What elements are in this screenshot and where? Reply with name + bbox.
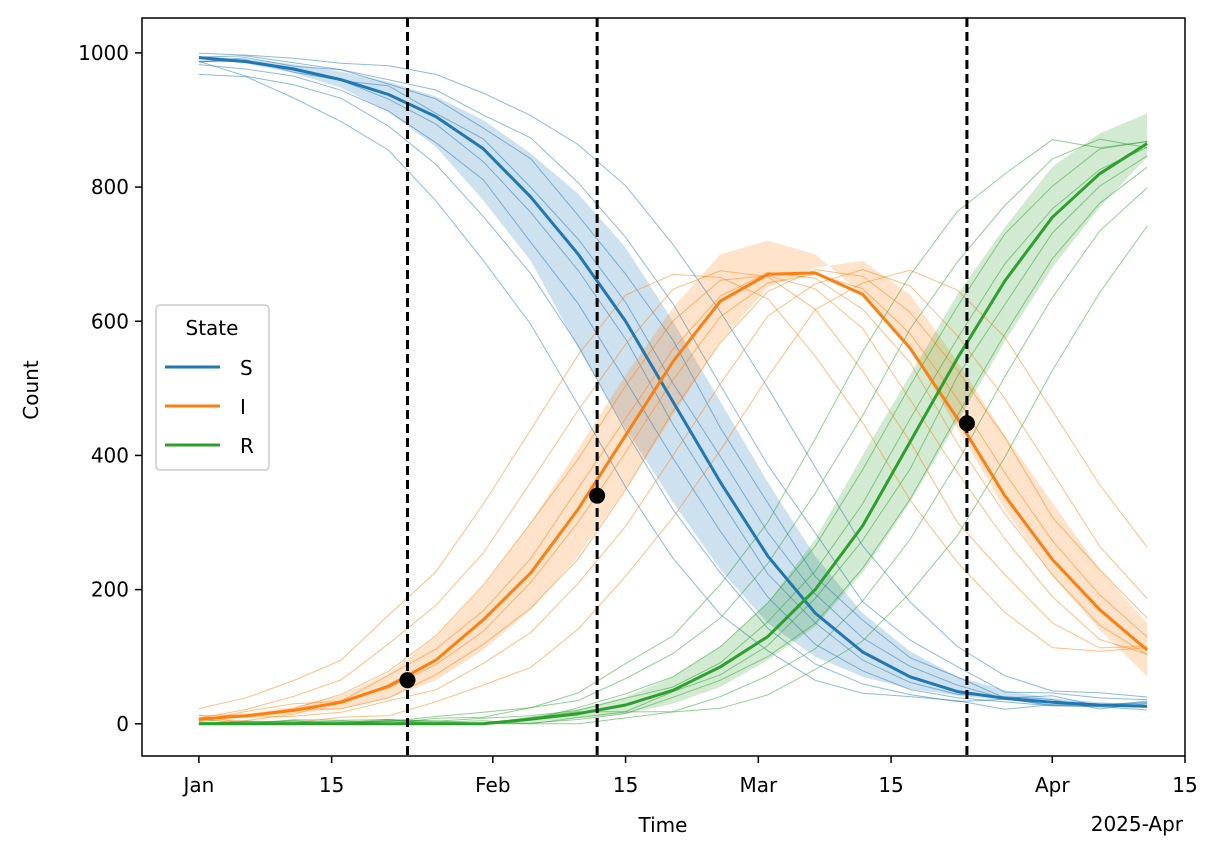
legend-box xyxy=(155,304,270,471)
trajectory-s-6 xyxy=(198,57,1148,707)
trajectory-i-8 xyxy=(198,269,1148,725)
trajectory-s-3 xyxy=(198,64,1148,707)
mean-lines xyxy=(198,56,1149,726)
band-i xyxy=(198,240,1148,721)
trajectory-s-1 xyxy=(198,73,1148,710)
legend-label-r: R xyxy=(240,434,254,458)
legend: State SIR xyxy=(155,304,270,471)
y-tick-label-2: 200 xyxy=(91,578,129,602)
trajectory-i-3 xyxy=(198,275,1148,722)
x-tick-label-2: 15 xyxy=(319,773,344,797)
trajectory-i-1 xyxy=(198,273,1148,710)
event-marker-2 xyxy=(589,487,606,504)
y-tick-label-5: 800 xyxy=(91,175,129,199)
x-tick-label-6: 15 xyxy=(878,773,903,797)
band-s xyxy=(198,56,1148,707)
y-tick-label-1: 0 xyxy=(116,712,129,736)
trajectory-i-7 xyxy=(198,268,1148,719)
trajectory-i-6 xyxy=(198,269,1148,716)
legend-title: State xyxy=(186,316,239,340)
event-markers xyxy=(399,415,975,689)
legend-label-i: I xyxy=(240,395,246,419)
x-offset-label: 2025-Apr xyxy=(1091,812,1184,836)
trajectory-r-4 xyxy=(198,146,1148,725)
event-marker-3 xyxy=(958,415,975,432)
y-axis: 0 200 400 600 800 1000 xyxy=(78,41,142,736)
series-line-s xyxy=(198,56,1148,708)
series-line-r xyxy=(198,142,1148,726)
x-axis: Jan 15 Feb 15 Mar 15 Apr 15 xyxy=(181,756,1198,797)
x-tick-label-7: Apr xyxy=(1035,773,1070,797)
y-tick-label-6: 1000 xyxy=(78,41,129,65)
trajectory-s-7 xyxy=(198,55,1148,701)
x-axis-title: Time xyxy=(638,813,688,837)
event-lines xyxy=(405,18,969,756)
event-marker-1 xyxy=(399,672,416,689)
x-tick-label-8: 15 xyxy=(1172,773,1197,797)
series-line-i xyxy=(198,271,1149,721)
uncertainty-bands xyxy=(198,56,1148,724)
x-tick-label-3: Feb xyxy=(475,773,510,797)
y-tick-label-4: 600 xyxy=(91,309,129,333)
plot-frame xyxy=(141,17,1186,757)
trajectory-s-8 xyxy=(198,52,1148,698)
trajectory-s-5 xyxy=(198,60,1148,711)
trajectory-i-4 xyxy=(198,271,1148,722)
legend-label-s: S xyxy=(240,356,253,380)
trajectory-r-3 xyxy=(198,140,1148,725)
x-tick-label-4: 15 xyxy=(613,773,638,797)
y-tick-label-3: 400 xyxy=(91,443,129,467)
x-tick-label-1: Jan xyxy=(181,773,214,797)
x-tick-label-5: Mar xyxy=(739,773,778,797)
y-axis-title: Count xyxy=(19,360,43,420)
trajectory-i-2 xyxy=(198,270,1148,719)
